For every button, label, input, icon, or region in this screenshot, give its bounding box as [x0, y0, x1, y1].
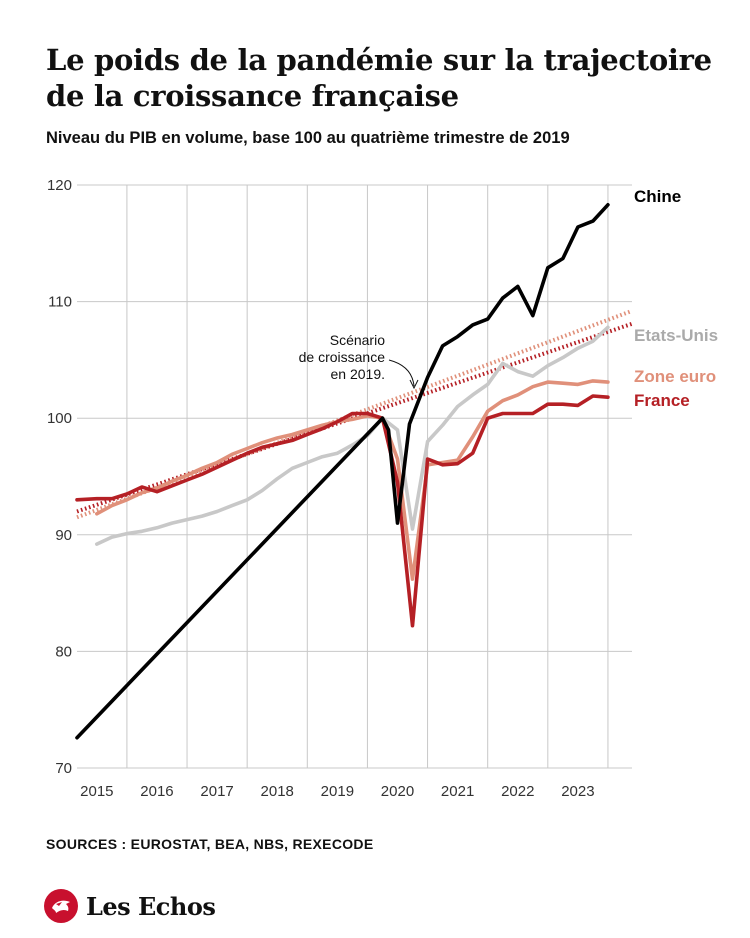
series-label-france: France — [634, 391, 690, 410]
x-tick-label: 2015 — [80, 783, 113, 800]
annotation-line-1: Scénario — [330, 332, 385, 348]
chart-title: Le poids de la pandémie sur la trajectoi… — [46, 43, 712, 113]
sources-note: SOURCES : EUROSTAT, BEA, NBS, REXECODE — [46, 836, 374, 852]
annotation-line-2: de croissance — [299, 349, 386, 365]
series-label-chine: Chine — [634, 187, 681, 206]
annotation-line-3: en 2019. — [331, 366, 386, 382]
x-tick-label: 2017 — [200, 783, 233, 800]
y-tick-label: 80 — [55, 643, 72, 660]
series-label-etats-unis: Etats-Unis — [634, 326, 718, 345]
series-label-zone-euro: Zone euro — [634, 367, 716, 386]
chart-subtitle: Niveau du PIB en volume, base 100 au qua… — [46, 129, 570, 147]
annotation-arrowhead — [409, 379, 419, 390]
x-tick-label: 2021 — [441, 783, 474, 800]
x-tick-label: 2022 — [501, 783, 534, 800]
series-line-zone-euro — [95, 379, 610, 581]
annotation-arrow — [388, 359, 415, 387]
brand-logo: Les Echos — [44, 888, 216, 924]
brand-name: Les Echos — [86, 891, 216, 921]
y-tick-label: 120 — [47, 177, 72, 194]
scenario-annotation: Scénario de croissance en 2019. — [299, 332, 419, 390]
axis-tick-labels: 70 80 90 100 110 120 2015 2016 2017 2018 2019 2020 2… — [47, 177, 595, 800]
y-tick-label: 100 — [47, 410, 72, 427]
line-chart: 70 80 90 100 110 120 2015 2016 2017 2018 2019 2020 2… — [47, 177, 718, 800]
series-line-france — [75, 394, 610, 628]
x-gridlines — [126, 185, 609, 768]
series-lines — [75, 203, 633, 740]
scenario-line-france — [76, 321, 633, 514]
les-echos-emblem-icon — [44, 889, 78, 923]
x-tick-label: 2018 — [261, 783, 294, 800]
y-tick-label: 110 — [48, 294, 72, 311]
series-line-chine — [75, 203, 610, 740]
series-line-etats-unis — [95, 325, 610, 546]
y-tick-label: 90 — [55, 527, 72, 544]
x-tick-label: 2023 — [561, 783, 594, 800]
y-tick-label: 70 — [55, 760, 72, 777]
y-gridlines — [77, 184, 632, 769]
series-labels: Chine Etats-Unis Zone euro France — [634, 187, 718, 410]
x-tick-label: 2019 — [321, 783, 354, 800]
x-tick-label: 2016 — [140, 783, 173, 800]
x-tick-label: 2020 — [381, 783, 414, 800]
